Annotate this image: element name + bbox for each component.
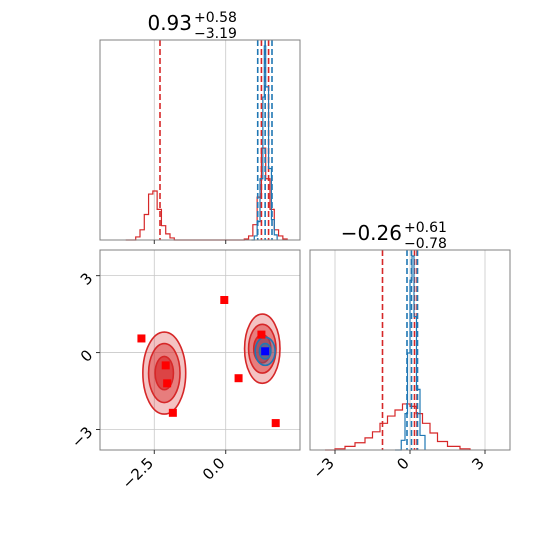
marker-0-point-7: [271, 419, 280, 428]
marker-1-point-0: [261, 347, 270, 356]
hist2-xtick-label-2: 3: [468, 454, 487, 473]
scatter-ytick-label-0: −3: [68, 423, 96, 451]
marker-0-point-6: [257, 330, 266, 339]
hist1-title-lower-error: −3.19: [194, 26, 237, 42]
marker-0-point-5: [234, 374, 243, 383]
scatter-xtick-label-0: −2.5: [119, 454, 157, 492]
scatter-xtick-label-1: 0.0: [199, 454, 229, 484]
hist1-title: 0.93 +0.58−3.19: [147, 10, 236, 42]
hist2-title-value: −0.26: [341, 221, 402, 245]
hist2-title-upper-error: +0.61: [404, 220, 447, 236]
marker-0-point-2: [163, 379, 172, 388]
marker-0-point-3: [168, 408, 177, 417]
hist2-title-lower-error: −0.78: [404, 236, 447, 252]
scatter-frame: [99, 249, 301, 451]
hist2-xtick-label-0: −3: [309, 454, 337, 482]
hist1-hist-series-1: [251, 45, 278, 241]
hist1-title-value: 0.93: [147, 11, 192, 35]
hist2-xtick-label-1: 0: [393, 454, 412, 473]
hist2-hist-series-0: [325, 403, 471, 451]
marker-0-point-1: [161, 361, 170, 370]
marker-0-point-0: [137, 334, 146, 343]
hist1-title-upper-error: +0.58: [194, 10, 237, 26]
scatter-ytick-label-1: 0: [77, 346, 96, 365]
scatter-ytick-label-2: 3: [77, 269, 96, 288]
hist1-frame: [99, 39, 301, 241]
marker-0-point-4: [220, 296, 229, 304]
hist2-title: −0.26 +0.61−0.78: [341, 220, 447, 252]
